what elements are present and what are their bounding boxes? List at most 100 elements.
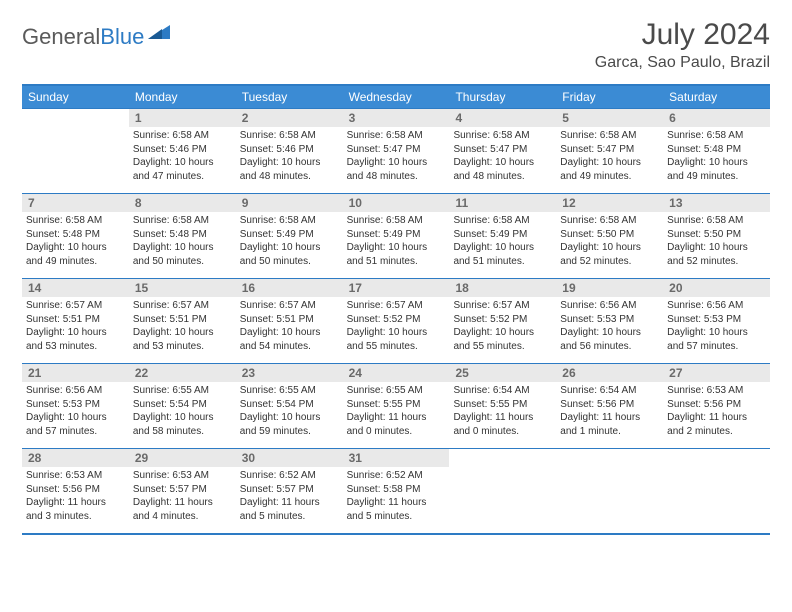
location: Garca, Sao Paulo, Brazil: [595, 54, 770, 72]
day-number: 28: [22, 449, 129, 467]
day-number: 22: [129, 364, 236, 382]
weekday-wednesday: Wednesday: [343, 86, 450, 108]
day-cell: 17Sunrise: 6:57 AMSunset: 5:52 PMDayligh…: [343, 279, 450, 363]
sunrise-text: Sunrise: 6:58 AM: [667, 129, 766, 143]
day-number: 10: [343, 194, 450, 212]
day-cell: 26Sunrise: 6:54 AMSunset: 5:56 PMDayligh…: [556, 364, 663, 448]
day-number-empty: [663, 449, 770, 467]
day-number-empty: [556, 449, 663, 467]
day-number: 3: [343, 109, 450, 127]
sunrise-text: Sunrise: 6:52 AM: [240, 469, 339, 483]
daylight-line1: Daylight: 11 hours: [347, 496, 446, 510]
daylight-line1: Daylight: 11 hours: [453, 411, 552, 425]
sunset-text: Sunset: 5:47 PM: [453, 143, 552, 157]
day-cell: 14Sunrise: 6:57 AMSunset: 5:51 PMDayligh…: [22, 279, 129, 363]
sunset-text: Sunset: 5:51 PM: [240, 313, 339, 327]
day-body: Sunrise: 6:53 AMSunset: 5:57 PMDaylight:…: [129, 467, 236, 527]
day-number-empty: [449, 449, 556, 467]
header: GeneralBlue July 2024 Garca, Sao Paulo, …: [22, 18, 770, 72]
day-cell: 28Sunrise: 6:53 AMSunset: 5:56 PMDayligh…: [22, 449, 129, 533]
sunrise-text: Sunrise: 6:57 AM: [26, 299, 125, 313]
daylight-line1: Daylight: 10 hours: [347, 156, 446, 170]
daylight-line1: Daylight: 10 hours: [26, 326, 125, 340]
day-number: 23: [236, 364, 343, 382]
day-body: Sunrise: 6:58 AMSunset: 5:47 PMDaylight:…: [449, 127, 556, 187]
sunrise-text: Sunrise: 6:54 AM: [453, 384, 552, 398]
sunrise-text: Sunrise: 6:58 AM: [347, 129, 446, 143]
daylight-line2: and 50 minutes.: [240, 255, 339, 269]
day-number: 30: [236, 449, 343, 467]
day-cell: 31Sunrise: 6:52 AMSunset: 5:58 PMDayligh…: [343, 449, 450, 533]
day-body: Sunrise: 6:54 AMSunset: 5:55 PMDaylight:…: [449, 382, 556, 442]
daylight-line2: and 56 minutes.: [560, 340, 659, 354]
day-cell: 11Sunrise: 6:58 AMSunset: 5:49 PMDayligh…: [449, 194, 556, 278]
daylight-line2: and 52 minutes.: [560, 255, 659, 269]
daylight-line1: Daylight: 10 hours: [560, 241, 659, 255]
daylight-line1: Daylight: 10 hours: [26, 241, 125, 255]
daylight-line1: Daylight: 10 hours: [133, 241, 232, 255]
day-number: 4: [449, 109, 556, 127]
day-cell: 19Sunrise: 6:56 AMSunset: 5:53 PMDayligh…: [556, 279, 663, 363]
daylight-line1: Daylight: 10 hours: [26, 411, 125, 425]
day-cell: 25Sunrise: 6:54 AMSunset: 5:55 PMDayligh…: [449, 364, 556, 448]
daylight-line2: and 47 minutes.: [133, 170, 232, 184]
day-cell: 20Sunrise: 6:56 AMSunset: 5:53 PMDayligh…: [663, 279, 770, 363]
day-number: 8: [129, 194, 236, 212]
daylight-line2: and 49 minutes.: [560, 170, 659, 184]
day-body: Sunrise: 6:58 AMSunset: 5:49 PMDaylight:…: [343, 212, 450, 272]
sunrise-text: Sunrise: 6:52 AM: [347, 469, 446, 483]
sunset-text: Sunset: 5:53 PM: [26, 398, 125, 412]
daylight-line2: and 3 minutes.: [26, 510, 125, 524]
daylight-line2: and 48 minutes.: [453, 170, 552, 184]
daylight-line1: Daylight: 10 hours: [240, 241, 339, 255]
week-row: 7Sunrise: 6:58 AMSunset: 5:48 PMDaylight…: [22, 193, 770, 278]
sunset-text: Sunset: 5:47 PM: [560, 143, 659, 157]
day-number: 2: [236, 109, 343, 127]
daylight-line1: Daylight: 10 hours: [347, 326, 446, 340]
sunrise-text: Sunrise: 6:58 AM: [560, 214, 659, 228]
day-body: Sunrise: 6:54 AMSunset: 5:56 PMDaylight:…: [556, 382, 663, 442]
day-cell: 18Sunrise: 6:57 AMSunset: 5:52 PMDayligh…: [449, 279, 556, 363]
weekday-tuesday: Tuesday: [236, 86, 343, 108]
daylight-line1: Daylight: 11 hours: [133, 496, 232, 510]
day-body: Sunrise: 6:58 AMSunset: 5:50 PMDaylight:…: [556, 212, 663, 272]
daylight-line1: Daylight: 10 hours: [133, 411, 232, 425]
day-body: Sunrise: 6:58 AMSunset: 5:48 PMDaylight:…: [22, 212, 129, 272]
weekday-header-row: Sunday Monday Tuesday Wednesday Thursday…: [22, 84, 770, 108]
sunset-text: Sunset: 5:57 PM: [240, 483, 339, 497]
day-body: Sunrise: 6:58 AMSunset: 5:46 PMDaylight:…: [129, 127, 236, 187]
sunset-text: Sunset: 5:56 PM: [667, 398, 766, 412]
day-body: Sunrise: 6:52 AMSunset: 5:57 PMDaylight:…: [236, 467, 343, 527]
sunset-text: Sunset: 5:53 PM: [667, 313, 766, 327]
logo-text: GeneralBlue: [22, 24, 144, 50]
logo: GeneralBlue: [22, 24, 172, 50]
sunset-text: Sunset: 5:49 PM: [453, 228, 552, 242]
sunset-text: Sunset: 5:52 PM: [453, 313, 552, 327]
day-body: Sunrise: 6:58 AMSunset: 5:48 PMDaylight:…: [129, 212, 236, 272]
daylight-line2: and 49 minutes.: [667, 170, 766, 184]
sunset-text: Sunset: 5:57 PM: [133, 483, 232, 497]
sunrise-text: Sunrise: 6:58 AM: [26, 214, 125, 228]
day-number: 20: [663, 279, 770, 297]
daylight-line1: Daylight: 10 hours: [453, 241, 552, 255]
day-cell: 22Sunrise: 6:55 AMSunset: 5:54 PMDayligh…: [129, 364, 236, 448]
day-cell: [663, 449, 770, 533]
daylight-line2: and 49 minutes.: [26, 255, 125, 269]
daylight-line1: Daylight: 10 hours: [667, 156, 766, 170]
day-cell: 30Sunrise: 6:52 AMSunset: 5:57 PMDayligh…: [236, 449, 343, 533]
day-cell: 23Sunrise: 6:55 AMSunset: 5:54 PMDayligh…: [236, 364, 343, 448]
day-body: Sunrise: 6:58 AMSunset: 5:49 PMDaylight:…: [236, 212, 343, 272]
day-body: Sunrise: 6:57 AMSunset: 5:51 PMDaylight:…: [22, 297, 129, 357]
sunset-text: Sunset: 5:56 PM: [560, 398, 659, 412]
weekday-thursday: Thursday: [449, 86, 556, 108]
day-cell: 7Sunrise: 6:58 AMSunset: 5:48 PMDaylight…: [22, 194, 129, 278]
sunset-text: Sunset: 5:48 PM: [667, 143, 766, 157]
day-cell: 8Sunrise: 6:58 AMSunset: 5:48 PMDaylight…: [129, 194, 236, 278]
day-body: Sunrise: 6:57 AMSunset: 5:51 PMDaylight:…: [236, 297, 343, 357]
sunset-text: Sunset: 5:48 PM: [133, 228, 232, 242]
daylight-line2: and 1 minute.: [560, 425, 659, 439]
sunrise-text: Sunrise: 6:58 AM: [347, 214, 446, 228]
daylight-line1: Daylight: 11 hours: [560, 411, 659, 425]
sunset-text: Sunset: 5:50 PM: [560, 228, 659, 242]
day-number: 7: [22, 194, 129, 212]
